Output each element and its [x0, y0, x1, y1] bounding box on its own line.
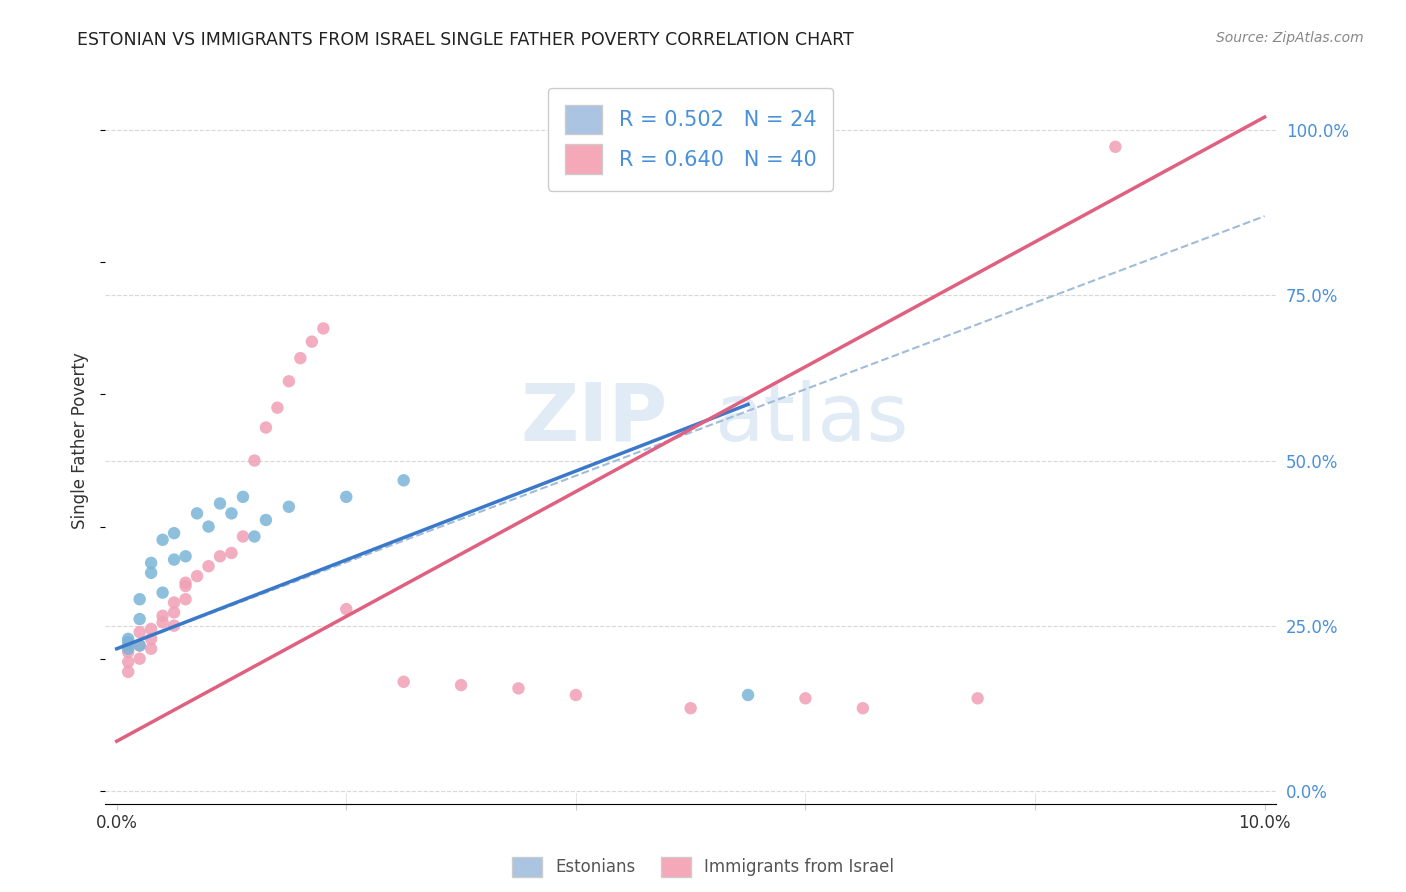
Point: [152, 608, 174, 623]
Point: [266, 401, 288, 415]
Point: [152, 585, 174, 599]
Point: [174, 592, 197, 607]
Point: [679, 701, 702, 715]
Point: [208, 549, 231, 564]
Point: [174, 549, 197, 564]
Point: [254, 513, 277, 527]
Point: [290, 351, 312, 366]
Point: [277, 500, 299, 514]
Point: [1104, 140, 1126, 154]
Point: [243, 529, 266, 543]
Text: ZIP: ZIP: [520, 380, 668, 458]
Point: [312, 321, 335, 335]
Point: [163, 595, 186, 609]
Point: [117, 641, 139, 656]
Point: [301, 334, 323, 349]
Point: [208, 496, 231, 510]
Point: [163, 618, 186, 632]
Point: [335, 602, 357, 616]
Point: [128, 651, 150, 665]
Point: [508, 681, 530, 696]
Point: [277, 374, 299, 388]
Point: [392, 473, 415, 487]
Y-axis label: Single Father Poverty: Single Father Poverty: [72, 352, 89, 529]
Point: [221, 546, 243, 560]
Point: [117, 655, 139, 669]
Point: [128, 639, 150, 653]
Point: [197, 519, 219, 533]
Point: [117, 635, 139, 649]
Point: [139, 556, 162, 570]
Point: [852, 701, 875, 715]
Text: ESTONIAN VS IMMIGRANTS FROM ISRAEL SINGLE FATHER POVERTY CORRELATION CHART: ESTONIAN VS IMMIGRANTS FROM ISRAEL SINGL…: [77, 31, 853, 49]
Point: [163, 526, 186, 541]
Point: [128, 639, 150, 653]
Point: [163, 606, 186, 620]
Text: atlas: atlas: [714, 380, 908, 458]
Point: [197, 559, 219, 574]
Point: [243, 453, 266, 467]
Point: [128, 592, 150, 607]
Point: [117, 632, 139, 646]
Point: [221, 507, 243, 521]
Point: [128, 612, 150, 626]
Point: [163, 552, 186, 566]
Point: [335, 490, 357, 504]
Point: [450, 678, 472, 692]
Point: [232, 490, 254, 504]
Point: [966, 691, 988, 706]
Point: [737, 688, 759, 702]
Point: [152, 533, 174, 547]
Point: [139, 632, 162, 646]
Point: [174, 575, 197, 590]
Point: [254, 420, 277, 434]
Point: [232, 529, 254, 543]
Legend: R = 0.502   N = 24, R = 0.640   N = 40: R = 0.502 N = 24, R = 0.640 N = 40: [548, 87, 834, 191]
Point: [117, 665, 139, 679]
Point: [174, 579, 197, 593]
Point: [139, 622, 162, 636]
Point: [139, 641, 162, 656]
Point: [128, 625, 150, 640]
Point: [117, 639, 139, 653]
Point: [186, 507, 208, 521]
Point: [186, 569, 208, 583]
Point: [139, 566, 162, 580]
Text: Source: ZipAtlas.com: Source: ZipAtlas.com: [1216, 31, 1364, 45]
Legend: Estonians, Immigrants from Israel: Estonians, Immigrants from Israel: [505, 850, 901, 884]
Point: [794, 691, 817, 706]
Point: [392, 674, 415, 689]
Point: [565, 688, 588, 702]
Point: [117, 645, 139, 659]
Point: [152, 615, 174, 630]
